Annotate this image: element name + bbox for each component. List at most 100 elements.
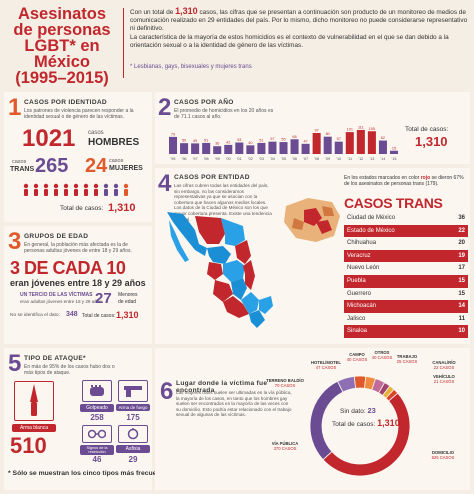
state-value: 15 bbox=[458, 277, 465, 284]
state-name: Puebla bbox=[347, 277, 366, 284]
place-name: CANAL/RÍO bbox=[432, 360, 456, 365]
trans-age-label: UN TERCIO DE LAS VÍCTIMAS bbox=[20, 292, 93, 298]
golpeado-icon-box bbox=[82, 380, 112, 402]
restriccion-icon-box bbox=[82, 425, 112, 443]
restriccion-label: Signos de la restricción bbox=[80, 445, 114, 455]
year-bar bbox=[191, 143, 200, 154]
year-bar bbox=[334, 141, 343, 154]
total-value: 1,310 bbox=[116, 310, 139, 320]
state-row: Veracruz 19 bbox=[344, 249, 468, 263]
place-name: HOTEL/MOTEL bbox=[310, 360, 341, 365]
year-tick-label: '04 bbox=[270, 157, 275, 161]
year-bar bbox=[356, 129, 365, 154]
year-tick-label: '97 bbox=[193, 157, 198, 161]
page-title: Asesinatos de personas LGBT* en México (… bbox=[6, 6, 118, 87]
section-number: 1 bbox=[8, 94, 22, 121]
state-row: Puebla 15 bbox=[344, 274, 468, 288]
year-bar-value: 50 bbox=[182, 139, 186, 143]
big-stat: 3 DE CADA 10 bbox=[10, 258, 126, 278]
intro-note: * Lesbianas, gays, bisexuales y mujeres … bbox=[130, 64, 252, 70]
section-heading: Lugar donde la víctima fue encontrada bbox=[176, 380, 268, 394]
trans-note-pre: En los estados marcados en color bbox=[344, 175, 420, 181]
sin-dato-value: 23 bbox=[367, 406, 376, 415]
donut-slice bbox=[337, 375, 357, 393]
trans-note-word: rojo bbox=[420, 175, 431, 181]
year-bar bbox=[367, 131, 376, 154]
year-tick-label: '96 bbox=[182, 157, 187, 161]
year-bar-chart: 79 '95 50 '96 49 '97 51 '98 36 '99 42 '00 53 '01 40 '02… bbox=[169, 125, 398, 161]
year-bar bbox=[301, 143, 310, 154]
year-tick-label: '06 bbox=[292, 157, 297, 161]
total-label: Total de casos: bbox=[60, 205, 104, 212]
state-value: 22 bbox=[458, 227, 465, 234]
section-desc: En general, la población más afectada es… bbox=[24, 242, 132, 254]
year-bar bbox=[279, 142, 288, 154]
trans-note: En los estados marcados en color rojo se… bbox=[344, 175, 468, 187]
intro-pre: Con un total de bbox=[130, 9, 174, 16]
place-value: 370 CASOS bbox=[273, 446, 297, 451]
golpeado-value: 258 bbox=[90, 413, 104, 422]
state-name: Guerrero bbox=[347, 290, 372, 297]
place-value: 70 CASOS bbox=[274, 383, 296, 388]
place-label-trabajo: TRABAJO 25 CASOS bbox=[390, 354, 424, 364]
hombres-label: casos bbox=[88, 130, 104, 136]
year-bar bbox=[213, 146, 222, 154]
place-name: OTROS bbox=[374, 350, 390, 355]
intro-total: 1,310 bbox=[175, 6, 198, 16]
place-label-domicilio: DOMICILIO 626 CASOS bbox=[418, 450, 468, 460]
place-donut-chart bbox=[309, 375, 411, 477]
state-name: Chihuahua bbox=[347, 240, 377, 247]
year-tick-label: '14 bbox=[380, 157, 385, 161]
minors-label-2: de edad bbox=[118, 299, 137, 305]
trans-states-table: Ciudad de México 36 Estado de México 22 Chih… bbox=[344, 212, 468, 338]
year-bar bbox=[257, 142, 266, 154]
trans-cases-heading: CASOS TRANS bbox=[344, 195, 443, 211]
mujeres-label-2: MUJERES bbox=[109, 165, 143, 172]
knife-icon bbox=[30, 384, 38, 416]
year-bar-value: 15 bbox=[392, 146, 396, 150]
gun-icon bbox=[124, 386, 142, 397]
place-label-campo: CAMPO 40 CASOS bbox=[340, 352, 374, 362]
section-desc: Las mujeres trans suelen ser ultimadas e… bbox=[176, 390, 292, 418]
section-tipo-ataque bbox=[4, 348, 152, 490]
fist-icon bbox=[90, 385, 104, 396]
state-row: Chihuahua 20 bbox=[344, 237, 468, 250]
year-bar-value: 57 bbox=[337, 137, 341, 141]
restriccion-value: 46 bbox=[92, 455, 102, 464]
year-bar-value: 40 bbox=[248, 141, 252, 145]
place-value: 40 CASOS bbox=[346, 357, 368, 362]
section-heading: CASOS POR ENTIDAD bbox=[174, 174, 250, 181]
hombres-value: 1021 bbox=[22, 125, 76, 152]
year-bar bbox=[235, 142, 244, 154]
total-label: Total de casos: bbox=[405, 126, 449, 133]
year-bar bbox=[290, 139, 299, 154]
year-bar-value: 105 bbox=[369, 127, 375, 131]
intro-text: Con un total de 1,310 casos, las cifras … bbox=[130, 7, 468, 50]
state-name: Nuevo León bbox=[347, 265, 380, 272]
year-bar-value: 97 bbox=[315, 128, 319, 132]
section-heading: GRUPOS DE EDAD bbox=[24, 233, 89, 240]
asfixia-value: 29 bbox=[128, 455, 138, 464]
mujeres-value: 24 bbox=[85, 155, 108, 177]
state-value: 36 bbox=[458, 215, 465, 221]
state-name: Michoacán bbox=[347, 303, 377, 310]
year-tick-label: '01 bbox=[237, 157, 242, 161]
section-edad bbox=[4, 226, 152, 344]
arma-fuego-value: 175 bbox=[126, 413, 140, 422]
year-bar bbox=[169, 136, 178, 154]
minors-value: 27 bbox=[95, 290, 112, 307]
total-value: 1,310 bbox=[415, 134, 448, 149]
place-value: 40 CASOS bbox=[371, 355, 393, 360]
attack-footnote: * Sólo se muestran los cinco tipos más f… bbox=[8, 470, 173, 477]
section-number: 4 bbox=[158, 170, 172, 197]
trans-note-post: se dieron 67% de los asesinatos de perso… bbox=[344, 175, 464, 187]
place-value: 21 CASOS bbox=[433, 379, 455, 384]
state-name: Sinaloa bbox=[347, 328, 368, 335]
unknown-value: 348 bbox=[66, 311, 78, 318]
state-row: Nuevo León 17 bbox=[344, 262, 468, 275]
total-label: Total de casos: bbox=[332, 421, 376, 428]
intro-post: casos, las cifras que se presentan a con… bbox=[130, 9, 468, 33]
place-name: DOMICILIO bbox=[431, 450, 455, 455]
handcuffs-icon bbox=[88, 429, 106, 439]
title-line: LGBT* en México bbox=[24, 37, 100, 71]
